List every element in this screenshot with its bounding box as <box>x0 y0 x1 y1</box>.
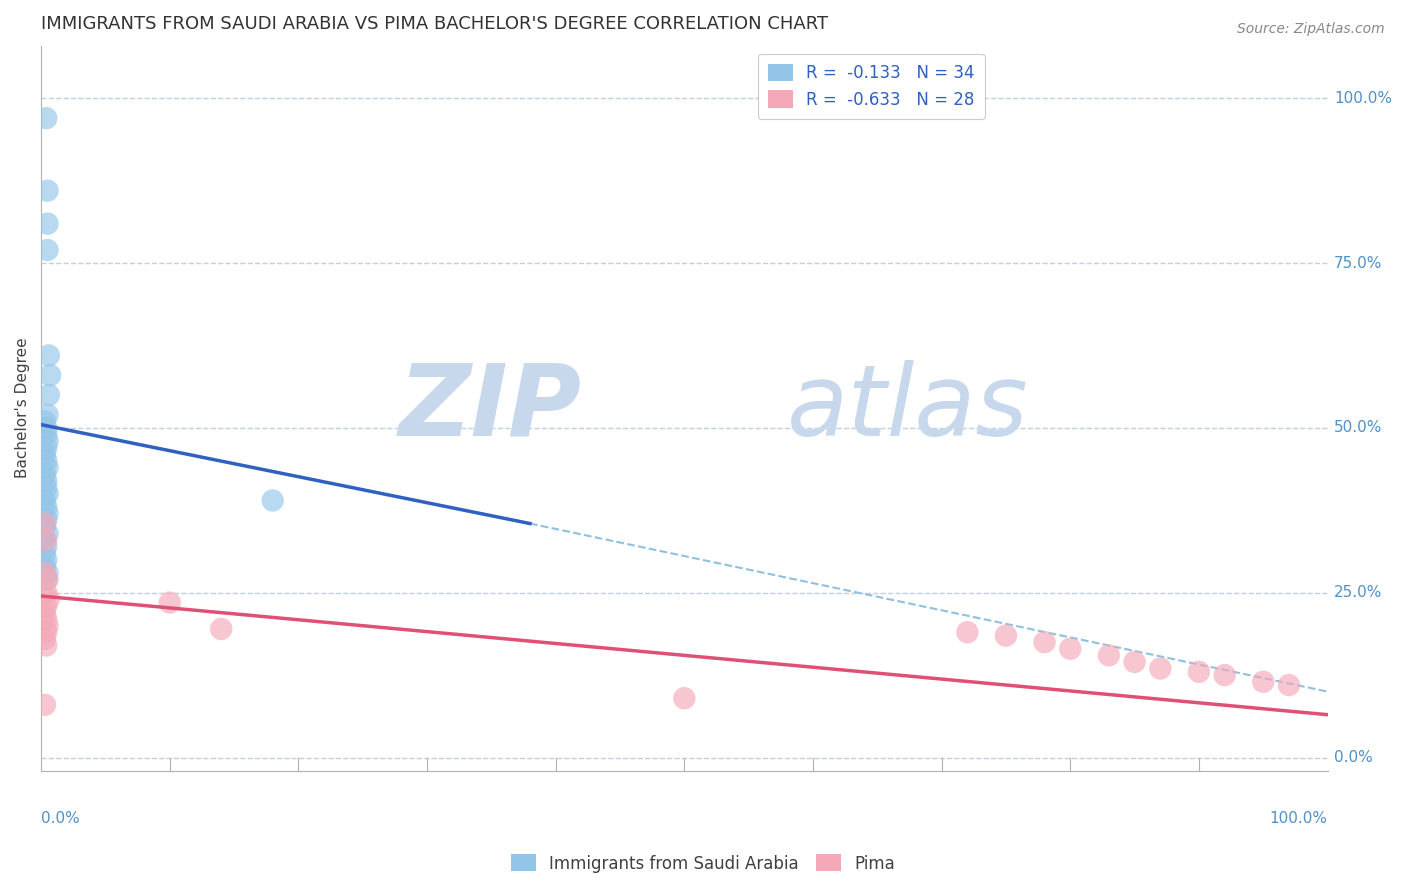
Point <box>35 540 58 554</box>
Text: atlas: atlas <box>787 359 1029 457</box>
Point <box>35 625 58 640</box>
Point <box>37 566 59 580</box>
Point <box>35 500 58 514</box>
Point <box>956 625 979 640</box>
Point <box>35 480 58 494</box>
Point <box>673 691 696 706</box>
Point <box>1149 661 1171 675</box>
Point <box>37 526 59 541</box>
Point <box>37 408 59 422</box>
Point <box>35 454 58 468</box>
Point <box>35 513 58 527</box>
Point <box>159 596 181 610</box>
Legend: R =  -0.133   N = 34, R =  -0.633   N = 28: R = -0.133 N = 34, R = -0.633 N = 28 <box>758 54 984 119</box>
Point <box>34 414 56 428</box>
Point <box>34 632 56 646</box>
Text: IMMIGRANTS FROM SAUDI ARABIA VS PIMA BACHELOR'S DEGREE CORRELATION CHART: IMMIGRANTS FROM SAUDI ARABIA VS PIMA BAC… <box>41 15 828 33</box>
Point <box>35 441 58 455</box>
Text: 100.0%: 100.0% <box>1270 811 1327 826</box>
Text: 100.0%: 100.0% <box>1334 91 1392 106</box>
Point <box>35 111 58 125</box>
Point <box>35 599 58 613</box>
Point <box>34 447 56 461</box>
Point <box>1059 641 1081 656</box>
Point <box>35 612 58 626</box>
Point <box>1188 665 1211 679</box>
Point <box>34 606 56 620</box>
Point <box>1251 674 1274 689</box>
Point <box>35 553 58 567</box>
Point <box>37 618 59 632</box>
Point <box>34 698 56 712</box>
Point <box>38 348 60 362</box>
Point <box>35 573 58 587</box>
Point <box>39 368 62 383</box>
Point <box>38 388 60 402</box>
Point <box>37 487 59 501</box>
Text: 75.0%: 75.0% <box>1334 256 1382 270</box>
Point <box>37 507 59 521</box>
Point <box>994 629 1017 643</box>
Point <box>35 474 58 488</box>
Text: Source: ZipAtlas.com: Source: ZipAtlas.com <box>1237 22 1385 37</box>
Point <box>35 427 58 442</box>
Point <box>34 520 56 534</box>
Point <box>34 566 56 580</box>
Point <box>34 467 56 481</box>
Point <box>34 493 56 508</box>
Point <box>1123 655 1146 669</box>
Point <box>37 217 59 231</box>
Point <box>209 622 232 636</box>
Point <box>34 533 56 547</box>
Point <box>34 546 56 560</box>
Point <box>35 639 58 653</box>
Point <box>34 516 56 531</box>
Y-axis label: Bachelor's Degree: Bachelor's Degree <box>15 338 30 478</box>
Point <box>35 533 58 547</box>
Text: 50.0%: 50.0% <box>1334 420 1382 435</box>
Point <box>35 421 58 435</box>
Point <box>1098 648 1121 663</box>
Legend: Immigrants from Saudi Arabia, Pima: Immigrants from Saudi Arabia, Pima <box>505 847 901 880</box>
Point <box>37 573 59 587</box>
Point <box>37 434 59 449</box>
Point <box>1278 678 1301 692</box>
Point <box>38 592 60 607</box>
Point <box>37 460 59 475</box>
Text: 0.0%: 0.0% <box>41 811 80 826</box>
Text: 0.0%: 0.0% <box>1334 750 1372 765</box>
Point <box>34 559 56 574</box>
Text: ZIP: ZIP <box>398 359 582 457</box>
Point <box>1213 668 1236 682</box>
Point <box>37 184 59 198</box>
Text: 25.0%: 25.0% <box>1334 585 1382 600</box>
Point <box>262 493 284 508</box>
Point <box>37 243 59 257</box>
Point <box>1033 635 1056 649</box>
Point <box>35 586 58 600</box>
